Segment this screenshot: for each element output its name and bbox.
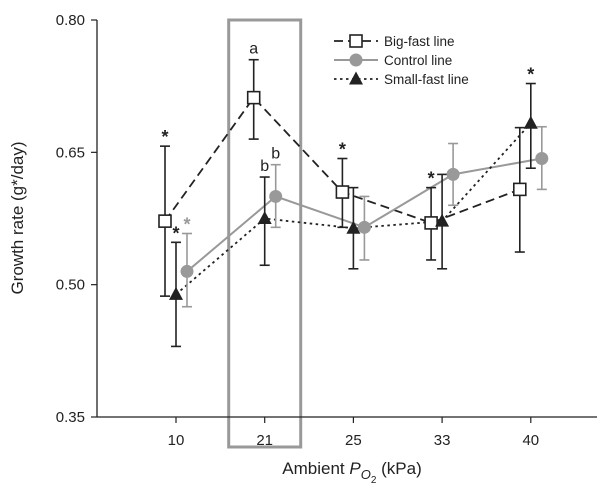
data-point xyxy=(424,216,438,230)
data-point xyxy=(357,220,371,234)
legend-marker xyxy=(349,71,363,85)
data-point xyxy=(512,182,527,197)
data-point xyxy=(435,213,450,227)
x-tick-label: 33 xyxy=(434,432,451,449)
data-point xyxy=(523,115,538,129)
legend-label: Small-fast line xyxy=(384,72,469,87)
y-tick-label: 0.65 xyxy=(56,144,85,161)
data-point xyxy=(335,185,350,199)
significance-label: * xyxy=(339,140,346,160)
data-point xyxy=(346,220,361,234)
x-tick-label: 10 xyxy=(168,432,185,449)
highlight-box xyxy=(227,18,303,449)
x-tick-label: 25 xyxy=(345,432,362,449)
legend-label: Big-fast line xyxy=(384,34,455,49)
data-point xyxy=(169,286,183,300)
data-point xyxy=(535,152,549,166)
y-axis-title: Growth rate (g*/day) xyxy=(8,141,27,294)
data-point xyxy=(257,211,272,224)
significance-label: * xyxy=(161,127,168,147)
x-axis-title: Ambient PO2 (kPa) xyxy=(282,459,421,486)
y-tick-label: 0.35 xyxy=(56,409,85,426)
significance-label: * xyxy=(527,65,534,85)
significance-label: a xyxy=(249,41,258,58)
data-point xyxy=(446,167,460,181)
data-point xyxy=(246,90,261,105)
y-tick-label: 0.50 xyxy=(56,277,85,294)
significance-label: * xyxy=(172,223,179,243)
legend-marker xyxy=(349,53,363,67)
data-point xyxy=(158,214,172,228)
x-tick-label: 21 xyxy=(256,432,273,449)
significance-label: * xyxy=(428,169,435,189)
data-point xyxy=(180,264,194,278)
significance-label: * xyxy=(183,214,190,234)
x-tick-label: 40 xyxy=(522,432,539,449)
legend-label: Control line xyxy=(384,53,452,68)
legend-marker xyxy=(349,34,363,48)
y-tick-label: 0.80 xyxy=(56,12,85,29)
significance-label: b xyxy=(260,158,269,175)
data-point xyxy=(269,189,283,203)
significance-label: b xyxy=(271,146,280,163)
